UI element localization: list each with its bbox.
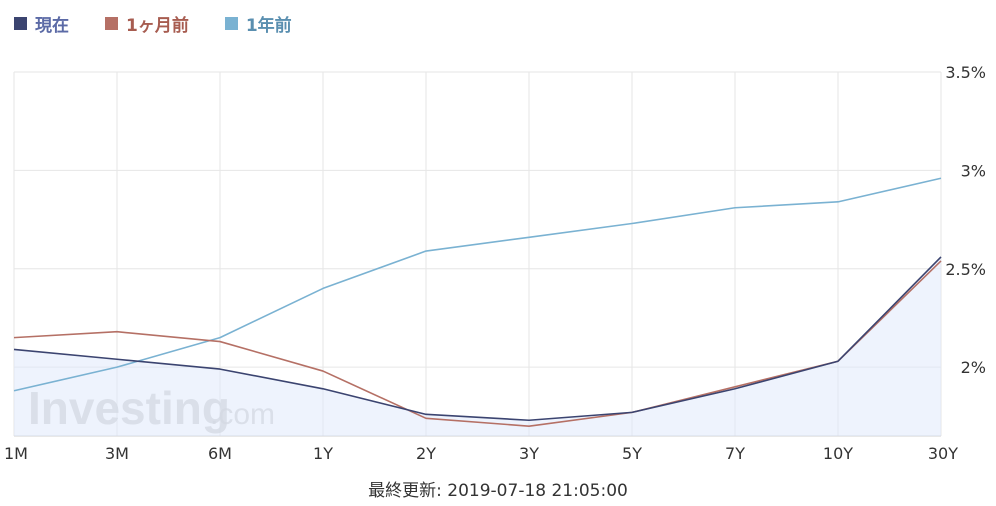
y-tick-label: 2% [961, 358, 986, 377]
y-axis-labels: 3.5% 3% 2.5% 2% [945, 63, 986, 377]
series-line-0[interactable] [13, 256, 942, 422]
chart-legend: 現在 1ヶ月前 1年前 [14, 8, 328, 38]
x-tick-label: 2Y [416, 444, 436, 463]
x-axis-labels: 1M 3M 6M 1Y 2Y 3Y 5Y 7Y 10Y 30Y [4, 444, 958, 463]
x-tick-label: 3M [105, 444, 129, 463]
legend-label: 現在 [35, 15, 69, 36]
x-tick-label: 3Y [519, 444, 539, 463]
legend-item-1[interactable]: 1ヶ月前 [105, 11, 189, 36]
legend-swatch-icon [14, 16, 27, 30]
x-tick-label: 10Y [823, 444, 853, 463]
x-tick-label: 1M [4, 444, 28, 463]
legend-swatch-icon [105, 16, 118, 30]
series-area-0 [14, 256, 941, 436]
series-lines [13, 177, 942, 427]
y-tick-label: 3.5% [945, 63, 986, 82]
legend-label: 1年前 [245, 15, 292, 36]
legend-label: 1ヶ月前 [126, 15, 189, 36]
legend-item-0[interactable]: 現在 [14, 11, 69, 36]
y-tick-label: 2.5% [945, 260, 986, 279]
x-tick-label: 7Y [725, 444, 745, 463]
x-tick-label: 1Y [313, 444, 333, 463]
last-updated: 最終更新: 2019-07-18 21:05:00 [368, 481, 628, 501]
x-tick-label: 30Y [928, 444, 958, 463]
series-line-1[interactable] [13, 260, 942, 427]
legend-swatch-icon [224, 16, 238, 30]
x-tick-label: 5Y [622, 444, 642, 463]
series-areas [14, 256, 941, 436]
series-line-2[interactable] [13, 177, 942, 392]
x-tick-label: 6M [208, 444, 232, 463]
legend-item-2[interactable]: 1年前 [224, 11, 292, 36]
y-tick-label: 3% [961, 161, 986, 180]
